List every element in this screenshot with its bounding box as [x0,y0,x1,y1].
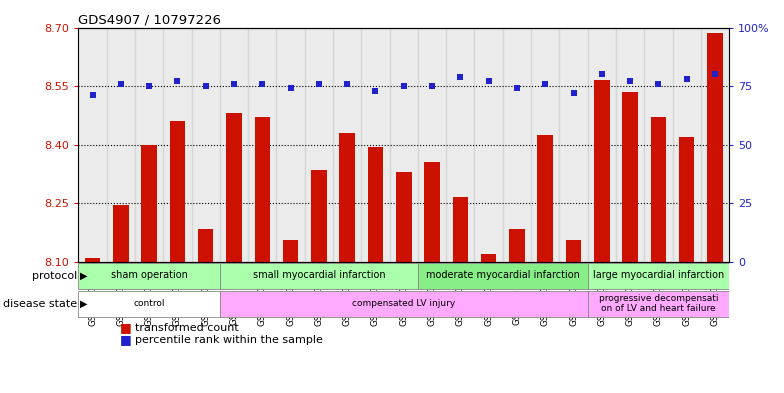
Bar [707,33,723,262]
Bar [78,292,220,317]
Bar [368,147,383,262]
Point [539,81,551,87]
Bar [113,205,129,262]
Point [256,81,269,87]
Text: ■: ■ [120,333,131,346]
Bar [78,263,220,288]
Bar [227,114,241,262]
Point [482,78,495,84]
Text: ▶: ▶ [80,271,88,281]
Bar [559,28,588,262]
Text: transformed count: transformed count [135,323,238,333]
Text: GDS4907 / 10797226: GDS4907 / 10797226 [78,13,221,26]
Bar [85,258,100,262]
Bar [679,137,695,262]
Bar [481,254,496,262]
Bar [107,28,135,262]
Point [624,78,637,84]
Bar [566,240,581,262]
Bar [191,28,220,262]
Text: protocol: protocol [32,271,78,281]
Bar [361,28,390,262]
Text: control: control [133,299,165,308]
Bar [220,292,588,317]
Point [397,83,410,89]
Point [709,71,721,77]
Point [227,81,240,87]
Text: moderate myocardial infarction: moderate myocardial infarction [426,270,579,280]
Bar [339,133,355,262]
Bar [644,28,673,262]
Bar [474,28,503,262]
Bar [538,135,553,262]
Point [114,81,127,87]
Text: disease state: disease state [3,299,78,309]
Point [652,81,665,87]
Text: ▶: ▶ [80,299,88,309]
Point [199,83,212,89]
Text: small myocardial infarction: small myocardial infarction [252,270,385,280]
Point [171,78,183,84]
Bar [141,145,157,262]
Point [426,83,438,89]
Bar [169,121,185,262]
Bar [531,28,559,262]
Bar [588,292,729,317]
Bar [701,28,729,262]
Bar [418,263,588,288]
Bar [616,28,644,262]
Point [454,73,466,80]
Text: percentile rank within the sample: percentile rank within the sample [135,335,323,345]
Text: sham operation: sham operation [111,270,187,280]
Point [568,90,580,96]
Bar [135,28,163,262]
Bar [424,162,440,262]
Bar [503,28,531,262]
Bar [255,117,270,262]
Bar [651,117,666,262]
Text: large myocardial infarction: large myocardial infarction [593,270,724,280]
Bar [588,263,729,288]
Bar [78,28,107,262]
Point [313,81,325,87]
Bar [311,170,327,262]
Point [369,88,382,94]
Bar [452,197,468,262]
Bar [594,80,610,262]
Bar [446,28,474,262]
Bar [220,263,418,288]
Point [86,92,99,99]
Bar [305,28,333,262]
Point [510,85,523,92]
Point [143,83,155,89]
Point [681,76,693,82]
Bar [622,92,638,262]
Text: compensated LV injury: compensated LV injury [352,299,456,308]
Bar [220,28,249,262]
Bar [277,28,305,262]
Point [596,71,608,77]
Point [285,85,297,92]
Bar [673,28,701,262]
Point [341,81,354,87]
Bar [333,28,361,262]
Bar [509,229,524,262]
Bar [283,240,299,262]
Bar [198,229,213,262]
Bar [418,28,446,262]
Bar [396,172,412,262]
Bar [588,28,616,262]
Bar [390,28,418,262]
Text: ■: ■ [120,321,131,334]
Bar [249,28,277,262]
Bar [163,28,191,262]
Text: progressive decompensati
on of LV and heart failure: progressive decompensati on of LV and he… [599,294,718,313]
